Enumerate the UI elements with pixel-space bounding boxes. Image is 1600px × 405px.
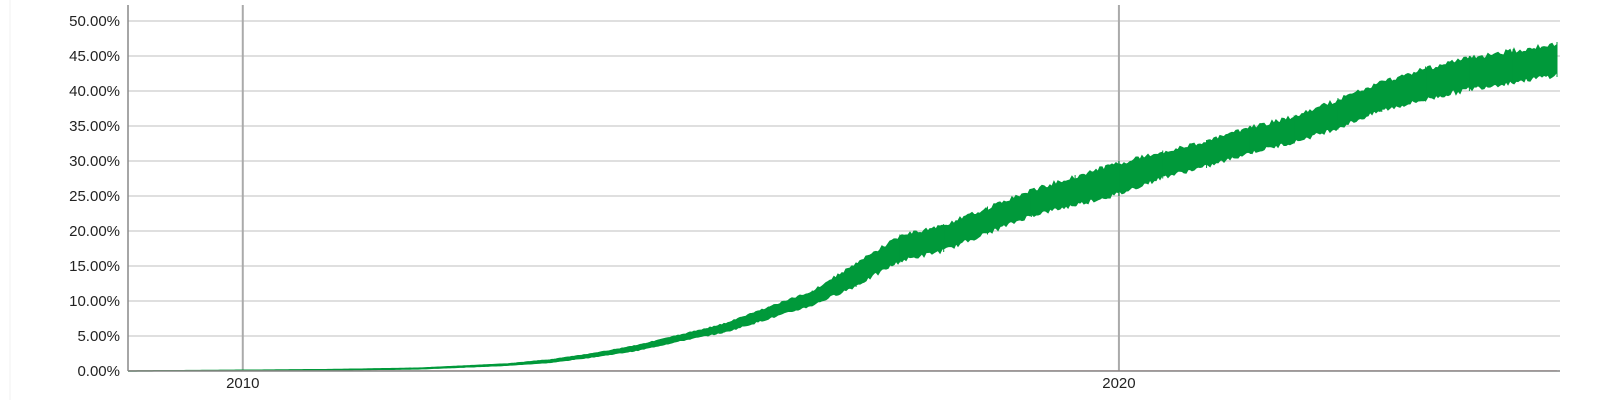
y-tick-label: 30.00% <box>69 153 120 170</box>
y-axis-labels: 0.00% 5.00% 10.00% 15.00% 20.00% 25.00% 30.00%… <box>69 13 120 380</box>
y-tick-label: 10.00% <box>69 293 120 310</box>
y-tick-label: 20.00% <box>69 223 120 240</box>
grid <box>128 5 1560 372</box>
axes <box>127 5 1560 372</box>
y-tick-label: 40.00% <box>69 83 120 100</box>
x-axis-labels: 2010 2020 <box>226 375 1136 392</box>
y-tick-label: 0.00% <box>77 363 120 380</box>
y-tick-label: 35.00% <box>69 118 120 135</box>
y-tick-label: 45.00% <box>69 48 120 65</box>
y-tick-label: 50.00% <box>69 13 120 30</box>
series-band <box>128 42 1557 372</box>
x-tick-label: 2020 <box>1102 375 1135 392</box>
y-tick-label: 25.00% <box>69 188 120 205</box>
y-tick-label: 5.00% <box>77 328 120 345</box>
x-tick-label: 2010 <box>226 375 259 392</box>
y-tick-label: 15.00% <box>69 258 120 275</box>
